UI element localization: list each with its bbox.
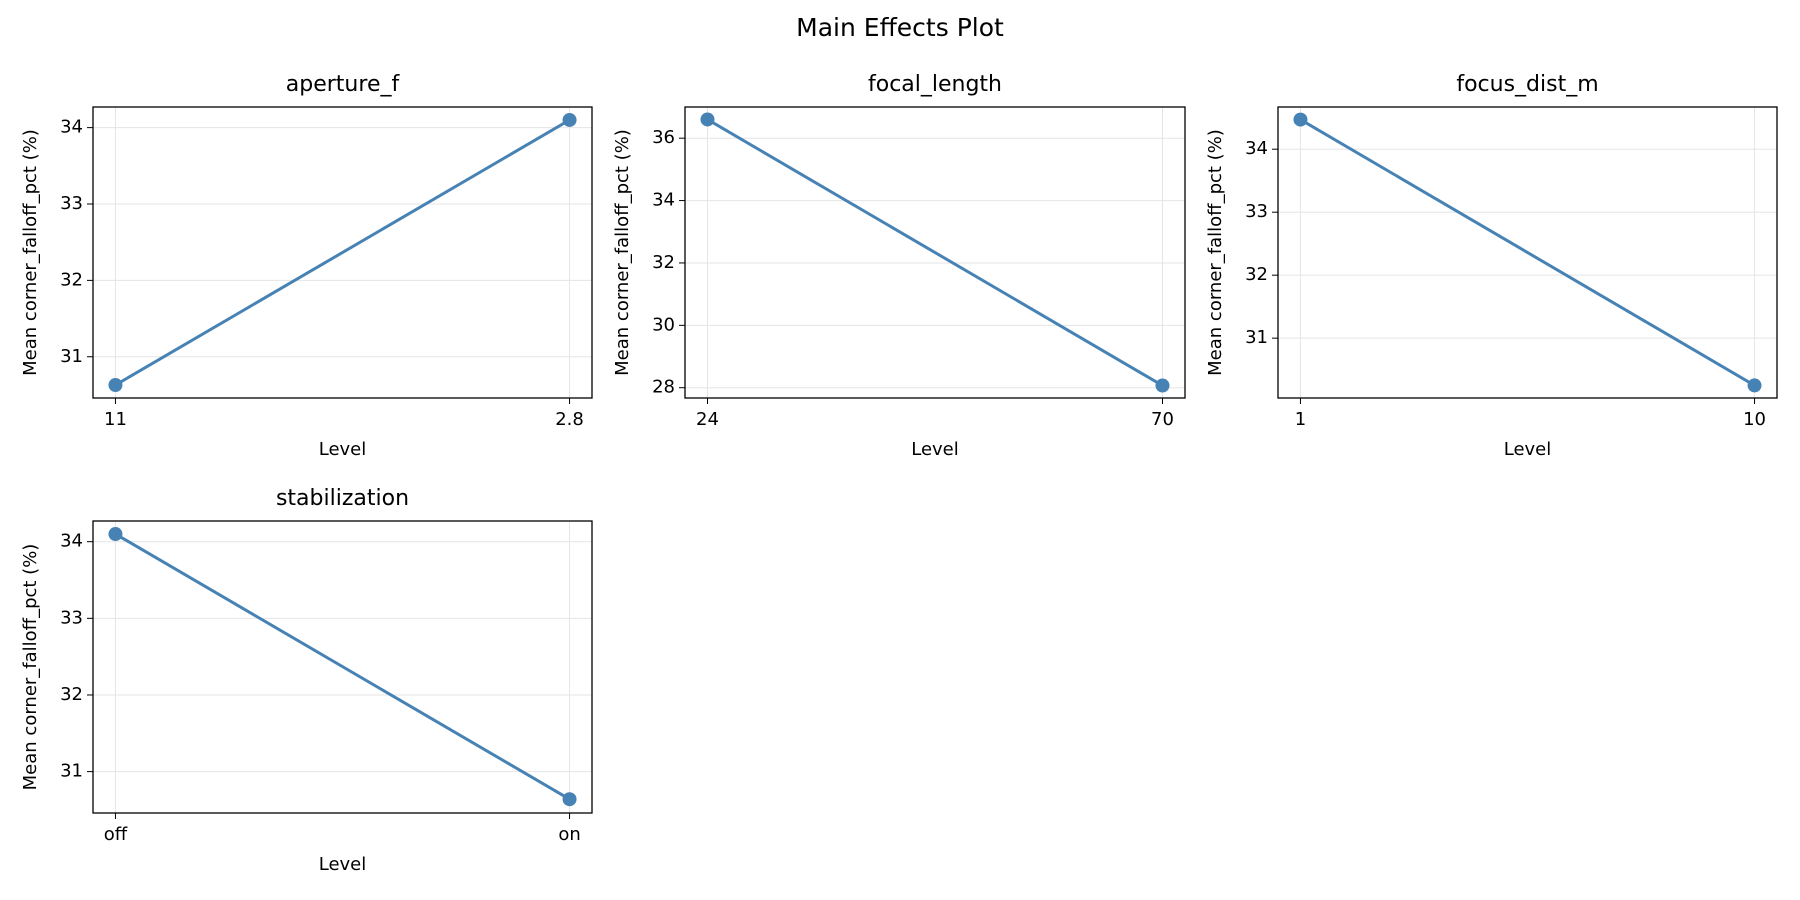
plot-frame <box>1277 106 1778 399</box>
y-axis-label: Mean corner_falloff_pct (%) <box>20 544 41 791</box>
y-tick-label: 33 <box>60 193 83 214</box>
x-tick-label: off <box>104 824 128 845</box>
y-tick-label: 34 <box>1245 138 1268 159</box>
line <box>1299 118 1756 387</box>
line <box>706 118 1164 387</box>
marker <box>562 112 577 127</box>
y-axis-label: Mean corner_falloff_pct (%) <box>20 129 41 376</box>
marker <box>1155 378 1170 393</box>
y-tick-label: 34 <box>60 117 83 138</box>
plot-frame <box>92 520 593 814</box>
x-tick-label: 2.8 <box>555 409 584 430</box>
y-tick-label: 28 <box>652 377 675 398</box>
x-tick-label: 11 <box>104 409 127 430</box>
y-tick-label: 32 <box>1245 264 1268 285</box>
subplot-title: stabilization <box>276 486 409 511</box>
x-tick-label: 24 <box>696 409 719 430</box>
x-axis-label: Level <box>1504 439 1552 460</box>
marker <box>562 792 577 807</box>
line <box>114 532 571 801</box>
x-axis-label: Level <box>911 439 959 460</box>
x-tick-label: on <box>558 824 580 845</box>
x-tick-label: 10 <box>1743 409 1766 430</box>
plot-frame <box>684 106 1186 399</box>
marker <box>108 527 123 542</box>
y-axis-label: Mean corner_falloff_pct (%) <box>612 129 633 376</box>
line <box>114 118 571 387</box>
y-tick-label: 31 <box>60 346 83 367</box>
y-tick-label: 32 <box>60 684 83 705</box>
x-axis-label: Level <box>319 854 367 875</box>
y-tick-label: 32 <box>652 252 675 273</box>
x-axis-label: Level <box>319 439 367 460</box>
marker <box>108 378 123 393</box>
y-tick-label: 33 <box>1245 201 1268 222</box>
plot-frame <box>92 106 593 399</box>
y-tick-label: 32 <box>60 269 83 290</box>
subplot-title: focal_length <box>868 72 1002 97</box>
marker <box>700 112 715 127</box>
marker <box>1747 378 1762 393</box>
marker <box>1293 112 1308 127</box>
subplot-title: focus_dist_m <box>1456 72 1598 97</box>
y-tick-label: 34 <box>60 531 83 552</box>
x-tick-label: 70 <box>1151 409 1174 430</box>
y-tick-label: 30 <box>652 314 675 335</box>
y-tick-label: 34 <box>652 190 675 211</box>
y-tick-label: 36 <box>652 127 675 148</box>
subplot-title: aperture_f <box>286 72 401 97</box>
y-tick-label: 31 <box>60 761 83 782</box>
figure-title: Main Effects Plot <box>796 13 1004 42</box>
y-tick-label: 33 <box>60 607 83 628</box>
y-axis-label: Mean corner_falloff_pct (%) <box>1205 129 1226 376</box>
x-tick-label: 1 <box>1295 409 1306 430</box>
y-tick-label: 31 <box>1245 327 1268 348</box>
